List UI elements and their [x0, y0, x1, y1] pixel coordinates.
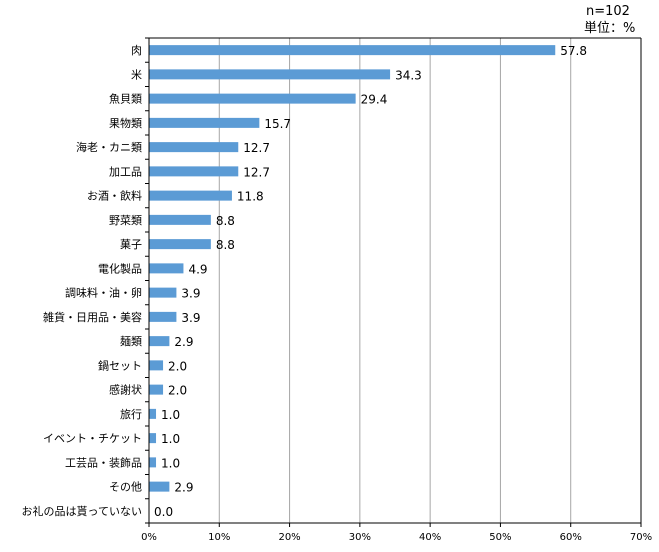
x-tick-label: 60%: [560, 532, 582, 543]
data-label: 2.0: [168, 359, 187, 373]
x-tick-label: 40%: [419, 532, 441, 543]
x-tick-label: 20%: [278, 532, 300, 543]
bar: [149, 142, 239, 153]
data-label: 1.0: [161, 408, 180, 422]
category-label: お酒・飲料: [87, 189, 142, 203]
data-label: 11.8: [237, 190, 264, 204]
category-label: 肉: [131, 44, 142, 57]
category-label: 調味料・油・卵: [65, 286, 142, 300]
data-labels: 57.834.329.415.712.712.711.88.88.84.93.9…: [154, 44, 587, 519]
data-label: 1.0: [161, 432, 180, 446]
bar: [149, 214, 211, 225]
grid-lines: [218, 38, 642, 523]
x-tick-label: 30%: [349, 532, 371, 543]
data-label: 15.7: [264, 117, 291, 131]
data-label: 3.9: [181, 311, 200, 325]
bar: [149, 336, 170, 347]
bar: [149, 384, 164, 395]
data-label: 12.7: [243, 165, 270, 179]
category-label: 米: [131, 68, 142, 81]
x-tick-label: 10%: [208, 532, 230, 543]
bar: [149, 408, 157, 419]
x-tick-label: 0%: [141, 532, 157, 543]
bars: [149, 45, 556, 492]
data-label: 4.9: [188, 262, 207, 276]
data-label: 29.4: [361, 93, 388, 107]
data-label: 12.7: [243, 141, 270, 155]
category-label: 果物類: [109, 116, 142, 130]
data-label: 8.8: [216, 238, 235, 252]
bar: [149, 263, 184, 274]
category-label: 旅行: [120, 407, 142, 421]
sample-size-note: n=102: [586, 4, 630, 19]
bar: [149, 69, 391, 80]
bar: [149, 190, 232, 201]
category-label: 菓子: [120, 238, 142, 251]
bar: [149, 311, 177, 322]
bar: [149, 433, 157, 444]
category-label: 雑貨・日用品・美容: [43, 310, 142, 324]
bar: [149, 166, 239, 177]
data-label: 0.0: [154, 505, 173, 519]
data-label: 2.9: [174, 481, 193, 495]
category-label: その他: [109, 481, 142, 494]
bar: [149, 117, 260, 128]
category-label: 海老・カニ類: [76, 140, 142, 154]
x-tick-label: 70%: [630, 532, 652, 543]
data-label: 2.0: [168, 384, 187, 398]
category-label: 麺類: [120, 335, 142, 348]
data-label: 8.8: [216, 214, 235, 228]
axes: [145, 37, 642, 527]
category-label: 電化製品: [98, 261, 142, 275]
bar: [149, 45, 556, 56]
data-label: 2.9: [174, 335, 193, 349]
bar: [149, 239, 211, 250]
category-label: 魚貝類: [109, 93, 142, 106]
bar: [149, 457, 157, 468]
category-label: イベント・チケット: [43, 432, 142, 445]
bar: [149, 360, 164, 371]
category-label: 感謝状: [109, 383, 142, 397]
data-label: 3.9: [181, 287, 200, 301]
category-label: お礼の品は貰っていない: [22, 504, 142, 518]
category-labels: 肉米魚貝類果物類海老・カニ類加工品お酒・飲料野菜類菓子電化製品調味料・油・卵雑貨…: [22, 44, 142, 518]
bar: [149, 93, 356, 104]
category-label: 野菜類: [109, 214, 142, 227]
x-tick-label: 50%: [489, 532, 511, 543]
bar: [149, 287, 177, 298]
data-label: 34.3: [395, 68, 422, 82]
data-label: 57.8: [560, 44, 587, 58]
category-label: 加工品: [109, 165, 142, 178]
unit-note: 単位：%: [584, 21, 636, 36]
bar: [149, 481, 170, 492]
data-label: 1.0: [161, 456, 180, 470]
category-label: 鍋セット: [98, 358, 142, 372]
x-tick-labels: 0% 10% 20% 30% 40% 50% 60% 70%: [141, 532, 652, 543]
category-label: 工芸品・装飾品: [65, 456, 142, 469]
